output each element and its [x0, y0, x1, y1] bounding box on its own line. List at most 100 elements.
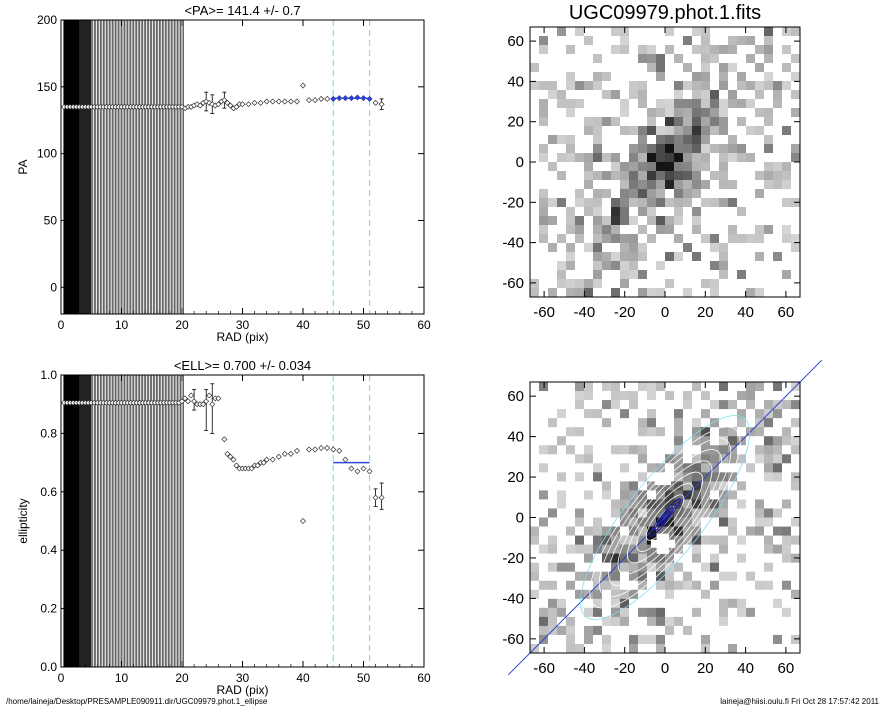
image-pixel: [557, 499, 567, 509]
image-pixel: [674, 72, 684, 82]
image-pixel: [791, 418, 801, 428]
image-pixel: [530, 153, 540, 163]
image-pixel: [764, 535, 774, 546]
image-pixel: [575, 54, 585, 64]
image-pixel: [575, 634, 585, 645]
image-pixel: [782, 225, 792, 235]
image-pixel: [611, 162, 621, 172]
image-pixel: [791, 162, 801, 172]
image-pixel: [584, 535, 594, 546]
image-pixel: [782, 625, 792, 636]
image-pixel: [539, 279, 549, 289]
image-pixel: [602, 463, 612, 473]
image-pixel: [728, 126, 738, 136]
image-pixel: [683, 198, 693, 208]
image-pixel: [638, 607, 648, 618]
image-pixel: [728, 607, 738, 618]
image-pixel: [710, 454, 720, 464]
image-pixel: [764, 189, 774, 199]
image-pixel: [548, 99, 558, 109]
image-pixel: [611, 144, 621, 154]
image-pixel: [557, 252, 567, 262]
image-pixel: [566, 481, 576, 491]
image-pixel: [539, 616, 549, 627]
image-pixel: [665, 144, 675, 154]
galaxy-image: [530, 27, 801, 298]
image-pixel: [638, 45, 648, 55]
image-pixel: [647, 198, 657, 208]
image-pixel: [647, 63, 657, 73]
image-pixel: [539, 607, 549, 618]
image-pixel: [773, 535, 783, 546]
image-pixel: [710, 36, 720, 46]
image-pixel: [602, 634, 612, 645]
image-pixel: [710, 279, 720, 289]
image-pixel: [746, 526, 756, 537]
x-tick-label: 60: [417, 671, 431, 685]
image-pixel: [764, 427, 774, 437]
image-pixel: [665, 571, 675, 582]
image-pixel: [782, 288, 792, 298]
image-pixel: [620, 216, 630, 226]
image-pixel: [539, 580, 549, 591]
image-pixel: [566, 225, 576, 235]
image-pixel: [548, 427, 558, 437]
image-pixel: [683, 234, 693, 244]
image-pixel: [710, 261, 720, 271]
image-pixel: [692, 589, 702, 600]
image-pixel: [575, 472, 585, 482]
image-pixel: [557, 544, 567, 555]
image-pixel: [557, 472, 567, 482]
data-point: [318, 445, 325, 451]
image-pixel: [611, 279, 621, 289]
y-tick-label: 40: [507, 73, 524, 90]
y-tick-label: 1.0: [40, 368, 57, 382]
image-pixel: [647, 252, 657, 262]
image-pixel: [548, 607, 558, 618]
image-pixel: [755, 580, 765, 591]
image-pixel: [611, 90, 621, 100]
image-pixel: [611, 270, 621, 280]
image-pixel: [701, 189, 711, 199]
image-pixel: [728, 472, 738, 482]
image-pixel: [665, 72, 675, 82]
image-pixel: [656, 108, 666, 118]
image-pixel: [773, 616, 783, 627]
image-pixel: [782, 207, 792, 217]
image-pixel: [647, 216, 657, 226]
image-pixel: [782, 580, 792, 591]
image-pixel: [719, 243, 729, 253]
image-pixel: [737, 108, 747, 118]
image-pixel: [683, 216, 693, 226]
image-pixel: [674, 243, 684, 253]
image-pixel: [782, 189, 792, 199]
image-pixel: [539, 36, 549, 46]
image-pixel: [620, 463, 630, 473]
image-pixel: [683, 72, 693, 82]
image-pixel: [575, 517, 585, 528]
image-pixel: [692, 117, 702, 127]
image-pixel: [530, 436, 540, 446]
image-pixel: [629, 270, 639, 280]
image-pixel: [602, 90, 612, 100]
x-tick-label: 0: [58, 318, 65, 332]
image-pixel: [701, 589, 711, 600]
image-pixel: [692, 571, 702, 582]
image-pixel: [746, 153, 756, 163]
image-pixel: [701, 625, 711, 636]
data-point: [239, 101, 246, 108]
image-pixel: [710, 54, 720, 64]
image-pixel: [638, 463, 648, 473]
image-pixel: [539, 526, 549, 537]
image-pixel: [737, 252, 747, 262]
image-pixel: [602, 225, 612, 235]
image-pixel: [566, 54, 576, 64]
image-pixel: [701, 607, 711, 618]
image-pixel: [719, 99, 729, 109]
image-pixel: [683, 63, 693, 73]
data-point: [221, 97, 228, 104]
image-pixel: [548, 144, 558, 154]
x-tick-label: 30: [236, 318, 250, 332]
image-pixel: [791, 517, 801, 528]
